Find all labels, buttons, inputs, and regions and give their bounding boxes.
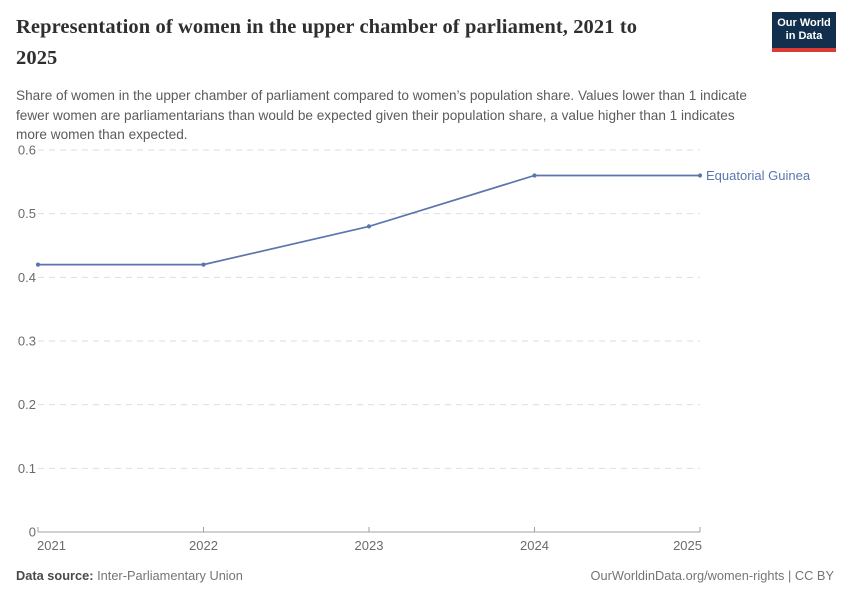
data-source: Data source: Inter-Parliamentary Union: [16, 568, 243, 583]
y-tick-label: 0.5: [18, 206, 36, 221]
footer-license-link[interactable]: OurWorldinData.org/women-rights | CC BY: [590, 568, 834, 583]
y-tick-label: 0.6: [18, 143, 36, 158]
subtitle-line1: Share of women in the upper chamber of p…: [16, 88, 747, 103]
y-tick-label: 0.2: [18, 397, 36, 412]
x-tick-label: 2021: [37, 538, 66, 553]
data-point[interactable]: [35, 262, 41, 267]
data-point[interactable]: [697, 173, 703, 178]
chart-subtitle: Share of women in the upper chamber of p…: [16, 86, 826, 145]
y-tick-label: 0.3: [18, 334, 36, 349]
owid-logo-line1: Our World: [777, 17, 831, 29]
x-tick-label: 2024: [520, 538, 549, 553]
subtitle-line3: more women than expected.: [16, 127, 188, 142]
y-tick-label: 0: [29, 525, 36, 540]
chart-title-line1: Representation of women in the upper cha…: [16, 16, 638, 38]
entity-label[interactable]: Equatorial Guinea: [706, 168, 811, 183]
line-series[interactable]: [38, 174, 700, 266]
chart-footer: Data source: Inter-Parliamentary Union O…: [16, 568, 834, 583]
chart-title-line2: 2025: [16, 47, 58, 69]
chart-title: Representation of women in the upper cha…: [16, 12, 761, 74]
data-source-label: Data source:: [16, 568, 94, 583]
owid-logo-line2: in Data: [785, 30, 823, 42]
owid-logo[interactable]: Our World in Data: [772, 12, 836, 52]
y-tick-label: 0.1: [18, 461, 36, 476]
data-point[interactable]: [532, 173, 537, 178]
data-source-value: Inter-Parliamentary Union: [93, 568, 243, 583]
x-tick-label: 2025: [673, 538, 702, 553]
data-point[interactable]: [201, 262, 206, 267]
data-point[interactable]: [366, 224, 372, 229]
y-tick-label: 0.4: [18, 270, 36, 285]
x-tick-label: 2023: [355, 538, 384, 553]
subtitle-line2: fewer women are parliamentarians than wo…: [16, 107, 735, 123]
x-tick-label: 2022: [189, 538, 218, 553]
